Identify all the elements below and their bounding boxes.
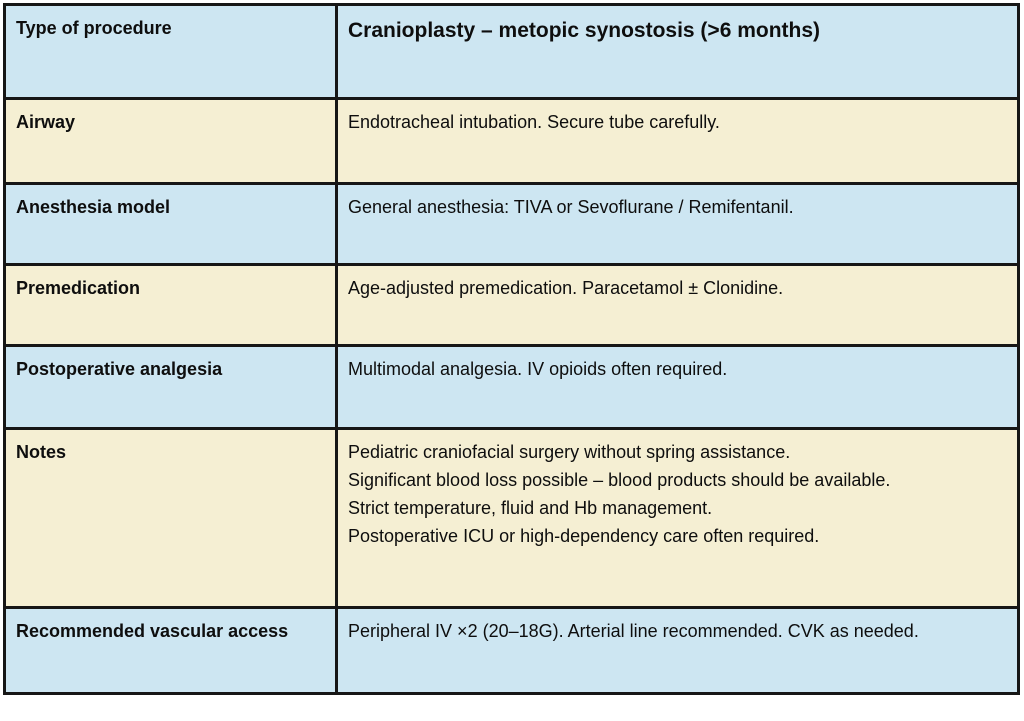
table-row-recommended-vascular-access: Recommended vascular access Peripheral I… bbox=[3, 606, 1020, 695]
row-label-text: Anesthesia model bbox=[16, 197, 171, 217]
row-label-type-of-procedure: Type of procedure bbox=[3, 3, 338, 100]
row-label-text: Notes bbox=[16, 442, 67, 462]
note-line: Pediatric craniofacial surgery without s… bbox=[348, 442, 791, 462]
row-label-notes: Notes bbox=[3, 427, 338, 609]
row-label-text: Airway bbox=[16, 112, 76, 132]
procedure-title-cell: Cranioplasty – metopic synostosis (>6 mo… bbox=[335, 3, 1020, 100]
table-row-anesthesia-model: Anesthesia model General anesthesia: TIV… bbox=[3, 182, 1020, 266]
row-value-premedication: Age-adjusted premedication. Paracetamol … bbox=[335, 263, 1020, 347]
row-label-postoperative-analgesia: Postoperative analgesia bbox=[3, 344, 338, 430]
row-value-recommended-vascular-access: Peripheral IV ×2 (20–18G). Arterial line… bbox=[335, 606, 1020, 695]
row-value-notes: Pediatric craniofacial surgery without s… bbox=[335, 427, 1020, 609]
table-row-airway: Airway Endotracheal intubation. Secure t… bbox=[3, 97, 1020, 185]
note-line: Postoperative ICU or high-dependency car… bbox=[348, 526, 820, 546]
row-value-text: Endotracheal intubation. Secure tube car… bbox=[348, 112, 720, 132]
row-value-text: Multimodal analgesia. IV opioids often r… bbox=[348, 359, 728, 379]
row-label-premedication: Premedication bbox=[3, 263, 338, 347]
note-line: Strict temperature, fluid and Hb managem… bbox=[348, 498, 713, 518]
row-label-airway: Airway bbox=[3, 97, 338, 185]
row-label-text: Type of procedure bbox=[16, 18, 172, 38]
row-label-anesthesia-model: Anesthesia model bbox=[3, 182, 338, 266]
table-row-type-of-procedure: Type of procedure Cranioplasty – metopic… bbox=[3, 3, 1020, 100]
row-value-text: Age-adjusted premedication. Paracetamol … bbox=[348, 278, 784, 298]
row-value-airway: Endotracheal intubation. Secure tube car… bbox=[335, 97, 1020, 185]
table-row-postoperative-analgesia: Postoperative analgesia Multimodal analg… bbox=[3, 344, 1020, 430]
table-row-notes: Notes Pediatric craniofacial surgery wit… bbox=[3, 427, 1020, 609]
row-label-text: Premedication bbox=[16, 278, 141, 298]
row-value-text: General anesthesia: TIVA or Sevoflurane … bbox=[348, 197, 794, 217]
table-row-premedication: Premedication Age-adjusted premedication… bbox=[3, 263, 1020, 347]
row-value-text: Peripheral IV ×2 (20–18G). Arterial line… bbox=[348, 621, 919, 641]
procedure-protocol-table: Type of procedure Cranioplasty – metopic… bbox=[3, 3, 1020, 695]
row-value-postoperative-analgesia: Multimodal analgesia. IV opioids often r… bbox=[335, 344, 1020, 430]
row-label-text: Recommended vascular access bbox=[16, 621, 289, 641]
note-line: Significant blood loss possible – blood … bbox=[348, 470, 891, 490]
row-label-recommended-vascular-access: Recommended vascular access bbox=[3, 606, 338, 695]
row-label-text: Postoperative analgesia bbox=[16, 359, 223, 379]
procedure-title: Cranioplasty – metopic synostosis (>6 mo… bbox=[348, 19, 821, 42]
row-value-anesthesia-model: General anesthesia: TIVA or Sevoflurane … bbox=[335, 182, 1020, 266]
